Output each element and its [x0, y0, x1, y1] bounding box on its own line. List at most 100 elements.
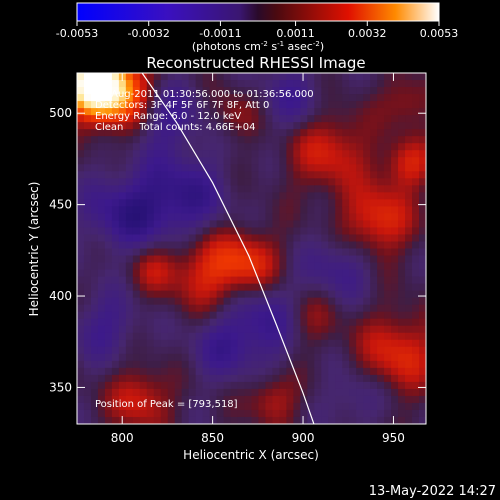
- heatmap-cell: [265, 185, 274, 193]
- heatmap-cell: [356, 374, 364, 383]
- heatmap-cell: [237, 150, 246, 158]
- heatmap-cell: [412, 73, 420, 81]
- heatmap-cell: [391, 227, 399, 236]
- heatmap-cell: [188, 206, 197, 214]
- heatmap-cell: [272, 213, 281, 222]
- heatmap-cell: [216, 416, 225, 424]
- heatmap-cell: [111, 262, 120, 271]
- heatmap-cell: [174, 360, 183, 369]
- heatmap-cell: [398, 332, 406, 341]
- heatmap-cell: [230, 185, 239, 193]
- heatmap-cell: [195, 241, 204, 250]
- heatmap-cell: [97, 248, 106, 257]
- heatmap-cell: [419, 367, 426, 376]
- heatmap-cell: [342, 339, 350, 348]
- heatmap-cell: [90, 339, 99, 348]
- heatmap-cell: [384, 388, 392, 397]
- heatmap-cell: [118, 395, 127, 404]
- heatmap-cell: [412, 304, 420, 313]
- heatmap-cell: [321, 115, 329, 123]
- heatmap-cell: [279, 276, 287, 285]
- heatmap-cell: [391, 122, 399, 130]
- heatmap-cell: [265, 220, 274, 229]
- heatmap-cell: [160, 129, 169, 137]
- heatmap-cell: [370, 73, 378, 81]
- heatmap-cell: [244, 192, 253, 200]
- heatmap-cell: [251, 248, 260, 257]
- heatmap-cell: [188, 199, 197, 207]
- heatmap-cell: [223, 290, 232, 299]
- heatmap-cell: [363, 213, 371, 222]
- heatmap-cell: [391, 395, 399, 404]
- heatmap-cell: [335, 115, 343, 123]
- heatmap-cell: [244, 283, 253, 292]
- heatmap-cell: [181, 108, 190, 116]
- heatmap-cell: [181, 353, 190, 362]
- heatmap-cell: [237, 255, 246, 264]
- heatmap-cell: [104, 402, 113, 411]
- heatmap-cell: [307, 192, 315, 200]
- heatmap-cell: [244, 388, 253, 397]
- heatmap-cell: [314, 73, 322, 81]
- heatmap-cell: [223, 339, 232, 348]
- heatmap-cell: [153, 220, 162, 229]
- heatmap-cell: [104, 304, 113, 313]
- heatmap-cell: [216, 122, 225, 130]
- heatmap-cell: [300, 262, 308, 271]
- heatmap-cell: [83, 381, 92, 390]
- heatmap-cell: [279, 227, 287, 236]
- heatmap-cell: [237, 220, 246, 229]
- heatmap-cell: [97, 101, 106, 109]
- heatmap-cell: [384, 115, 392, 123]
- heatmap-cell: [209, 283, 218, 292]
- heatmap-cell: [349, 381, 357, 390]
- heatmap-cell: [174, 395, 183, 404]
- heatmap-cell: [230, 227, 239, 236]
- heatmap-cell: [104, 276, 113, 285]
- heatmap-cell: [181, 395, 190, 404]
- heatmap-cell: [300, 241, 308, 250]
- heatmap-cell: [153, 409, 162, 418]
- heatmap-cell: [160, 283, 169, 292]
- heatmap-cell: [349, 150, 357, 158]
- heatmap-cell: [132, 262, 141, 271]
- heatmap-cell: [83, 402, 92, 411]
- heatmap-cell: [230, 206, 239, 214]
- heatmap-cell: [132, 297, 141, 306]
- heatmap-cell: [195, 129, 204, 137]
- heatmap-cell: [272, 227, 281, 236]
- heatmap-cell: [139, 241, 148, 250]
- heatmap-cell: [216, 402, 225, 411]
- heatmap-cell: [139, 262, 148, 271]
- heatmap-cell: [286, 150, 294, 158]
- heatmap-cell: [398, 283, 406, 292]
- heatmap-cell: [77, 108, 85, 116]
- heatmap-cell: [370, 255, 378, 264]
- heatmap-cell: [97, 395, 106, 404]
- heatmap-cell: [349, 409, 357, 418]
- heatmap-cell: [279, 360, 287, 369]
- heatmap-cell: [272, 416, 281, 424]
- heatmap-cell: [195, 318, 204, 327]
- heatmap-cell: [251, 297, 260, 306]
- heatmap-cell: [77, 241, 85, 250]
- heatmap-cell: [104, 136, 113, 144]
- heatmap-cell: [307, 164, 315, 172]
- heatmap-cell: [153, 73, 162, 81]
- heatmap-cell: [321, 80, 329, 88]
- heatmap-cell: [223, 409, 232, 418]
- heatmap-cell: [195, 136, 204, 144]
- heatmap-cell: [300, 318, 308, 327]
- heatmap-cell: [77, 304, 85, 313]
- heatmap-cell: [97, 283, 106, 292]
- heatmap-cell: [209, 178, 218, 186]
- heatmap-cell: [412, 178, 420, 186]
- heatmap-cell: [77, 227, 85, 236]
- heatmap-cell: [251, 136, 260, 144]
- heatmap-cell: [258, 395, 267, 404]
- heatmap-cell: [209, 143, 218, 151]
- heatmap-cell: [293, 290, 301, 299]
- heatmap-cell: [335, 353, 343, 362]
- heatmap-cell: [104, 143, 113, 151]
- heatmap-cell: [209, 157, 218, 165]
